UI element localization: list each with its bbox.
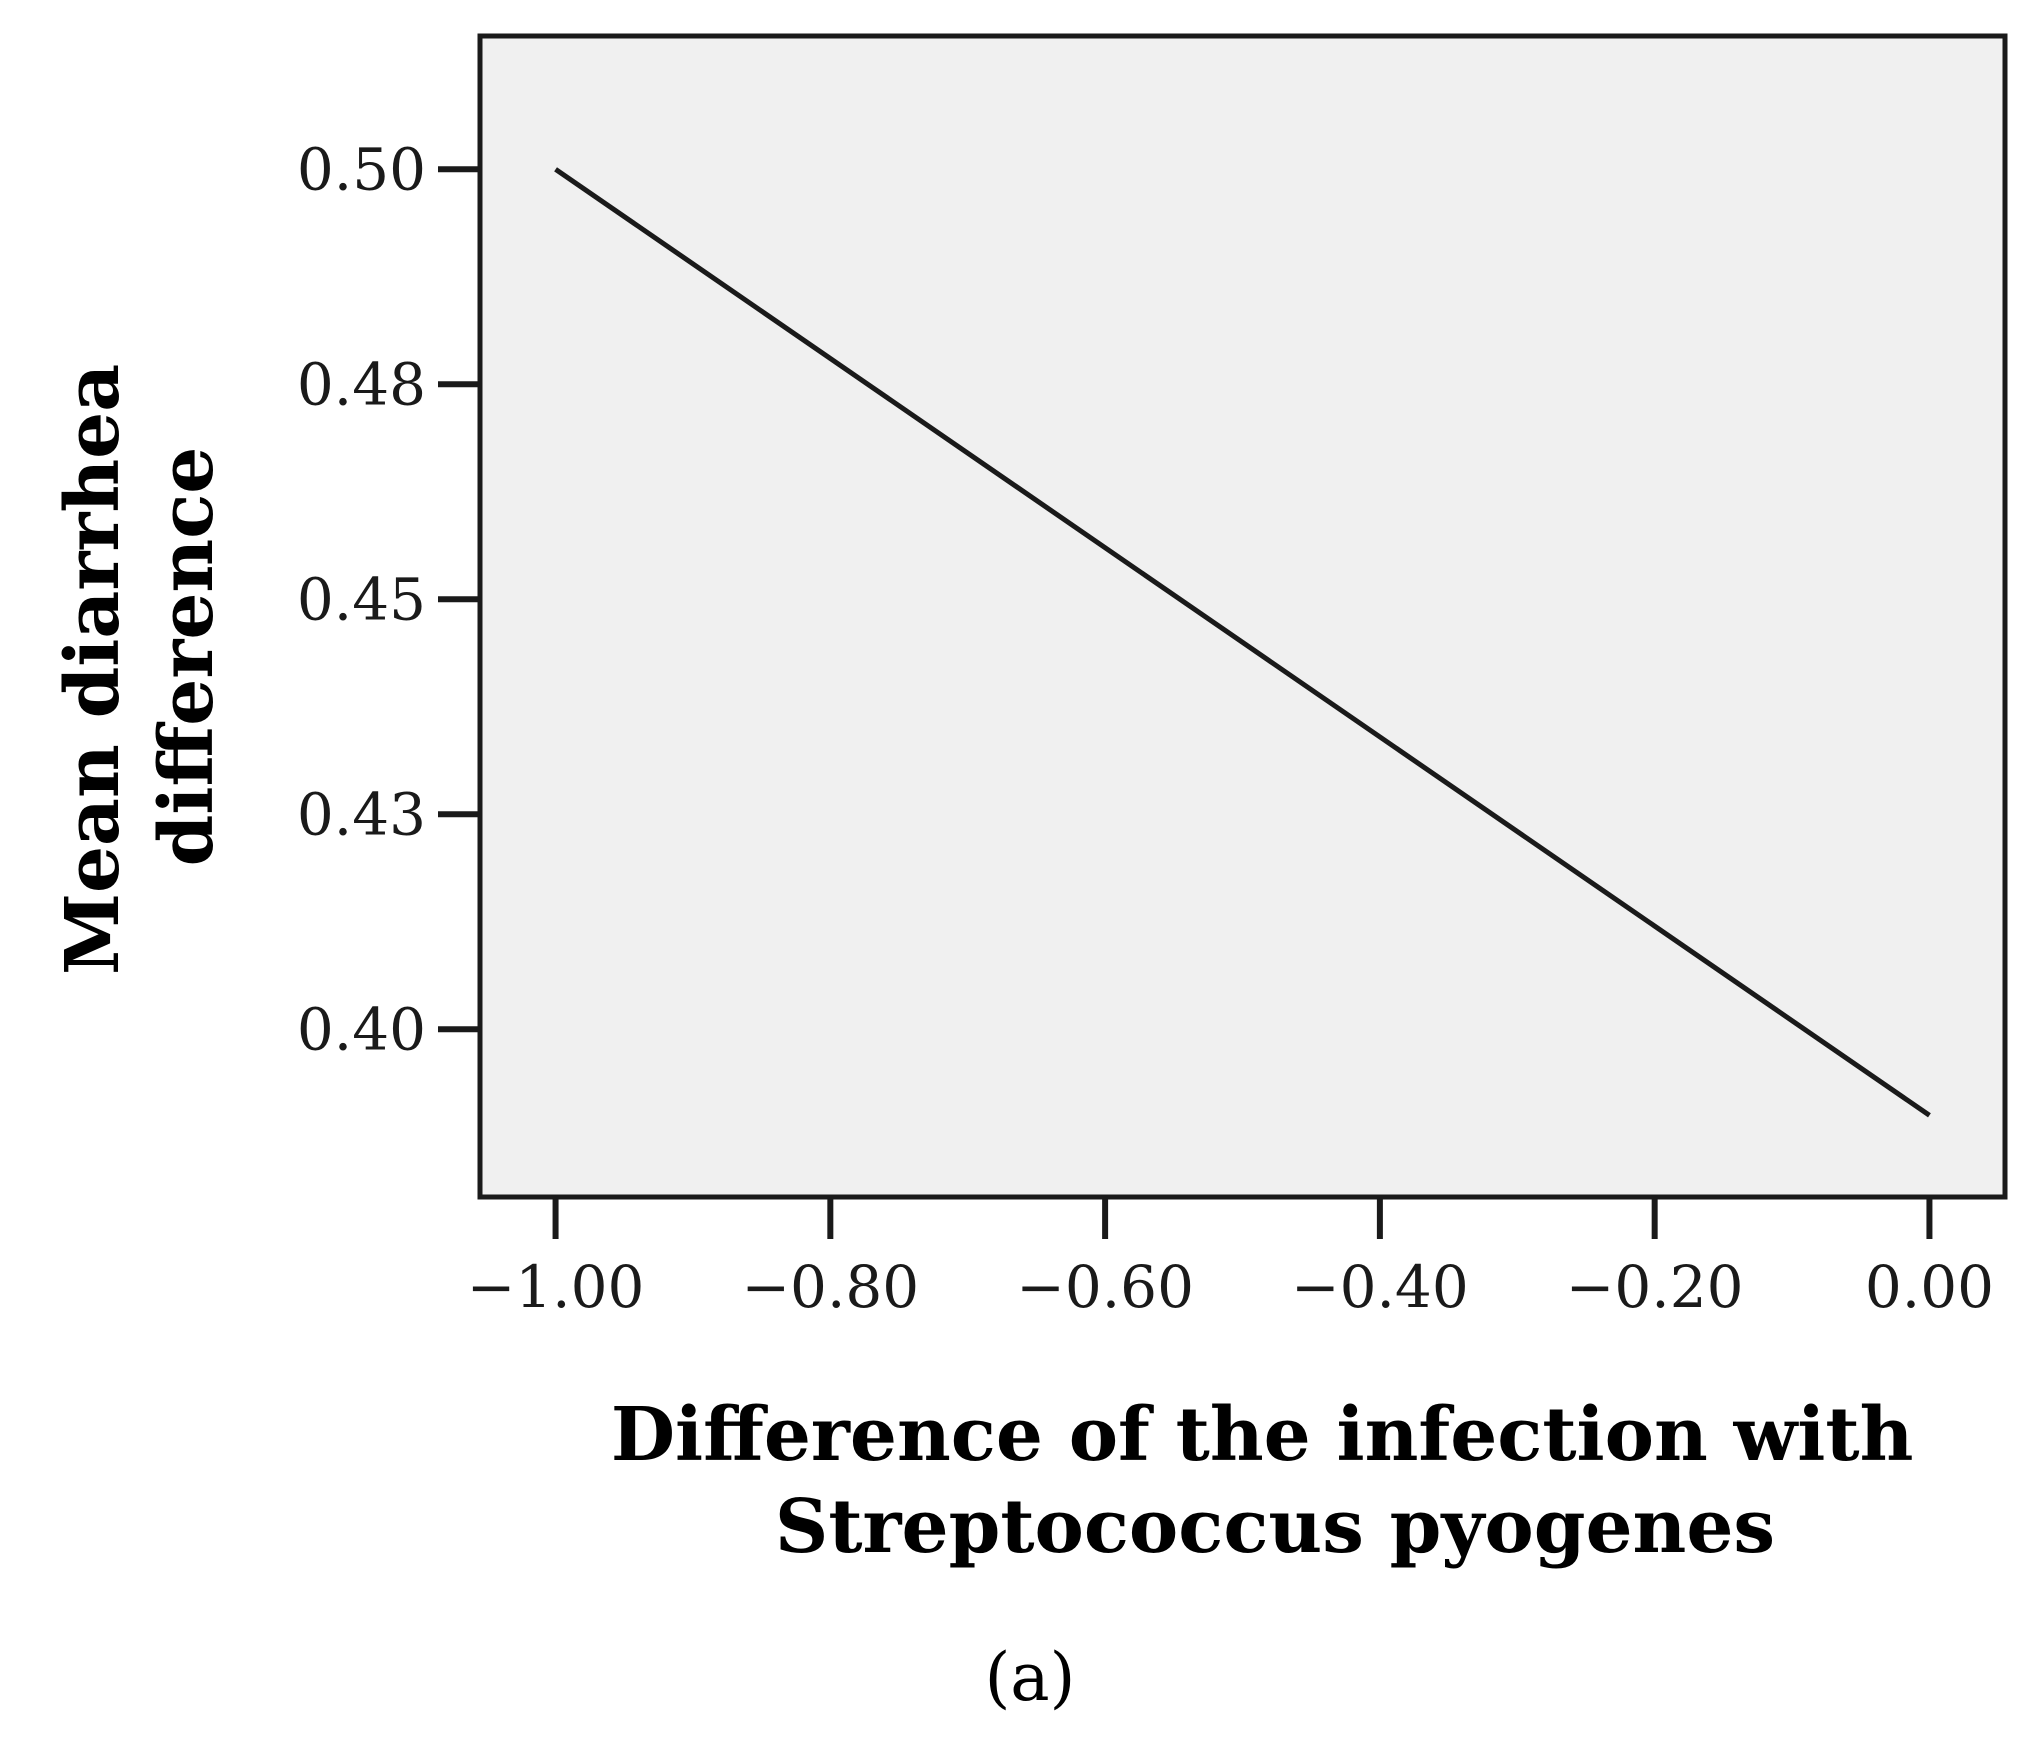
y-axis-title-line-1: Mean diarrhea <box>50 364 136 975</box>
x-tick-label: −0.60 <box>1016 1253 1194 1321</box>
y-tick-label: 0.45 <box>297 565 426 633</box>
x-tick-label: −0.80 <box>741 1253 919 1321</box>
x-axis-title-line-2: Streptococcus pyogenes <box>775 1484 1775 1570</box>
series-line <box>554 167 1931 1118</box>
panel-label: (a) <box>985 1639 1076 1716</box>
x-tick-label: 0.00 <box>1865 1253 1994 1321</box>
x-tick-label: −1.00 <box>467 1253 645 1321</box>
x-axis-title-line-1: Difference of the infection with <box>611 1392 1914 1478</box>
y-tick-label: 0.48 <box>297 350 426 418</box>
x-axis-title: Difference of the infection with Strepto… <box>611 1392 1939 1570</box>
y-axis: 0.40 0.43 0.45 0.48 0.50 <box>297 135 480 1063</box>
plot-area <box>477 33 2008 1200</box>
data-series <box>554 167 1931 1118</box>
x-tick-label: −0.20 <box>1566 1253 1744 1321</box>
y-tick-label: 0.40 <box>297 995 426 1063</box>
y-tick-label: 0.50 <box>297 135 426 203</box>
x-axis: −1.00 −0.80 −0.60 −0.40 −0.20 0.00 <box>467 1197 1994 1321</box>
y-axis-title-line-2: difference <box>144 447 230 867</box>
y-tick-label: 0.43 <box>297 780 426 848</box>
y-axis-title: Mean diarrhea difference <box>50 338 230 975</box>
x-tick-label: −0.40 <box>1291 1253 1469 1321</box>
